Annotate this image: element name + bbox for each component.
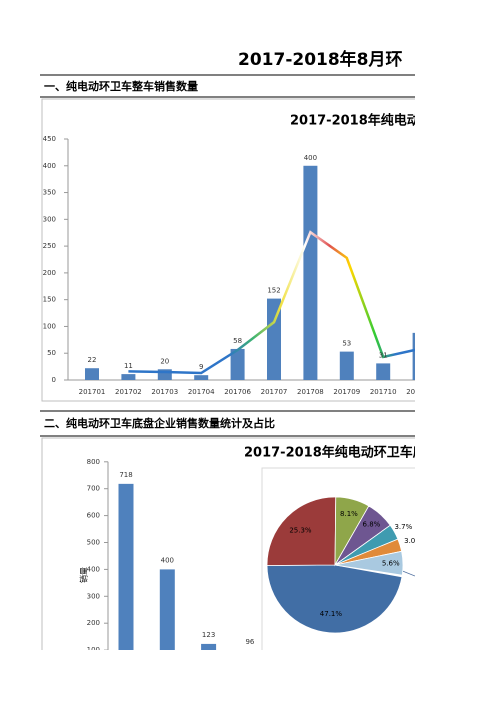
x-tick-label: 201711 [406, 388, 415, 396]
slice-label: 47.1% [320, 610, 343, 618]
pie-slice [334, 550, 404, 576]
y-tick-label: 350 [43, 189, 56, 197]
bar [339, 351, 354, 380]
y-tick-label: 450 [43, 135, 56, 143]
bar [157, 369, 172, 380]
bar [267, 298, 281, 380]
x-tick-label: 201704 [188, 388, 215, 396]
chart-title: 2017-2018年纯电动环卫车底 [244, 445, 415, 461]
bar [201, 643, 217, 677]
y-tick-label: 800 [87, 458, 100, 466]
trend-line [128, 230, 420, 375]
bar [85, 368, 99, 380]
value-label: 31 [379, 351, 388, 359]
value-label: 53 [342, 340, 351, 348]
y-tick-label: 200 [87, 619, 100, 627]
y-tick-label: 250 [43, 242, 56, 250]
x-tick-label: 201708 [297, 388, 324, 396]
y-tick-label: 200 [43, 269, 56, 277]
pie-slice [266, 496, 337, 566]
value-label: 123 [202, 631, 215, 639]
chart-title: 2017-2018年纯电动环 [290, 113, 415, 129]
value-label: 152 [267, 287, 280, 295]
slice-label: 25.3% [289, 526, 312, 534]
y-tick-label: 100 [87, 646, 100, 650]
value-label: 400 [304, 154, 317, 162]
x-tick-label: 201701 [79, 388, 106, 396]
bar [159, 569, 175, 677]
value-label: 718 [119, 471, 132, 479]
bar [118, 483, 134, 677]
x-tick-label: 201703 [151, 388, 178, 396]
bar [412, 332, 427, 380]
slice-label: 3.0% [404, 537, 415, 545]
value-label: 20 [160, 357, 169, 365]
y-tick-label: 300 [43, 215, 56, 223]
slice-label: 3.7% [394, 523, 412, 531]
x-tick-label: 201709 [333, 388, 360, 396]
x-tick-label: 201710 [370, 388, 397, 396]
y-tick-label: 50 [47, 349, 56, 357]
document: 2017-2018年8月环 一、纯电动环卫车整车销售数量 2017-2018年纯… [40, 49, 433, 677]
section-heading: 一、纯电动环卫车整车销售数量 [44, 79, 198, 93]
value-label: 22 [88, 356, 97, 364]
y-axis-title: 销量 [79, 567, 89, 583]
y-tick-label: 150 [43, 296, 56, 304]
value-label: 11 [124, 362, 133, 370]
y-tick-label: 0 [52, 376, 56, 384]
x-tick-label: 201706 [224, 388, 251, 396]
y-tick-label: 400 [87, 565, 100, 573]
value-label: 58 [233, 337, 242, 345]
bar [194, 375, 209, 380]
y-tick-label: 100 [43, 322, 56, 330]
pie-slice [266, 564, 403, 634]
bar [121, 374, 136, 380]
value-label: 9 [199, 363, 203, 371]
y-tick-label: 500 [87, 539, 100, 547]
bar [303, 165, 318, 380]
slice-label: 5.6% [382, 560, 400, 568]
bar [230, 348, 245, 380]
y-tick-label: 400 [43, 162, 56, 170]
slice-label: 8.1% [340, 510, 358, 518]
value-label: 96 [245, 638, 254, 646]
x-tick-label: 201702 [115, 388, 142, 396]
x-tick-label: 201707 [261, 388, 288, 396]
y-tick-label: 300 [87, 592, 100, 600]
slice-label: 6.8% [363, 521, 381, 529]
bar [376, 363, 391, 380]
y-tick-label: 600 [87, 512, 100, 520]
y-tick-label: 700 [87, 485, 100, 493]
section-heading: 二、纯电动环卫车底盘企业销售数量统计及占比 [44, 416, 275, 430]
value-label: 400 [161, 556, 174, 564]
doc-title: 2017-2018年8月环 [238, 49, 403, 70]
